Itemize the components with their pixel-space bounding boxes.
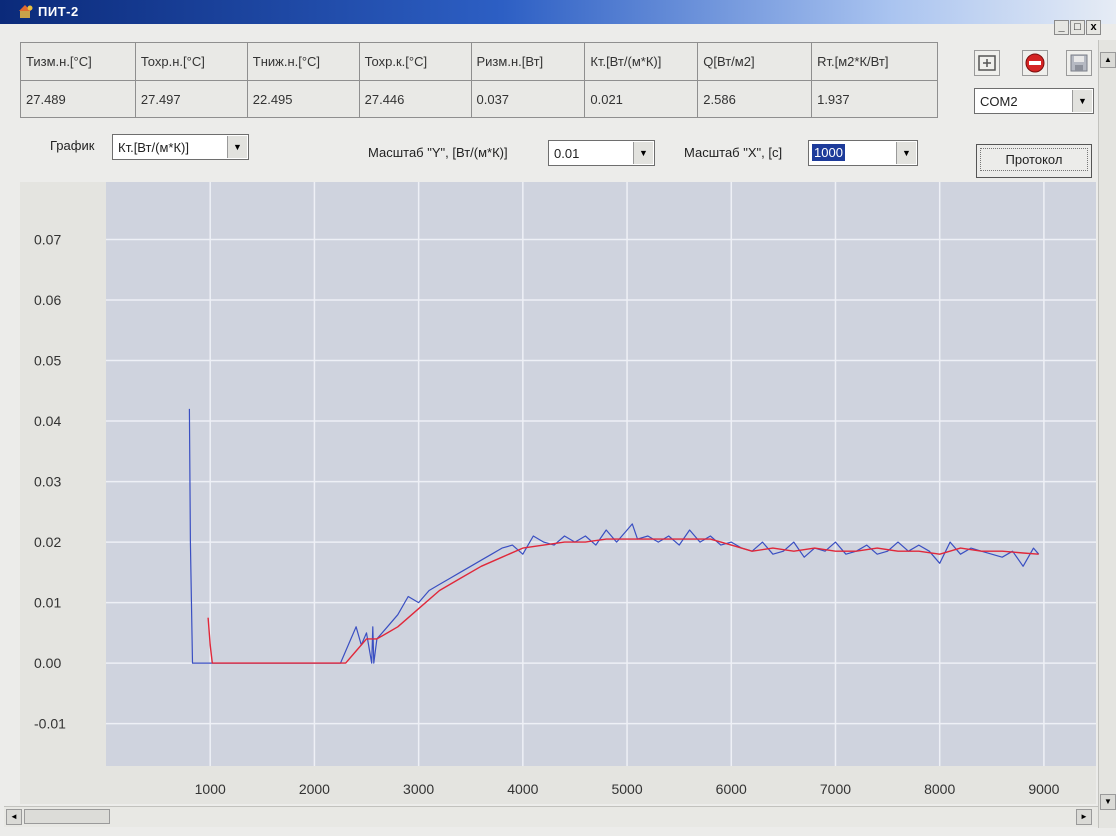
close-button[interactable]: x — [1086, 20, 1101, 35]
value-cell: 27.489 — [20, 80, 136, 118]
x-tick-label: 5000 — [611, 781, 642, 797]
scroll-right-arrow-icon[interactable]: ► — [1076, 809, 1092, 825]
header-cell: Тохр.н.[°С] — [134, 42, 248, 81]
chevron-down-icon[interactable]: ▼ — [227, 136, 247, 158]
x-tick-label: 6000 — [716, 781, 747, 797]
save-button[interactable] — [1066, 50, 1092, 76]
save-icon — [1070, 54, 1088, 72]
x-tick-label: 9000 — [1028, 781, 1059, 797]
scale-x-select[interactable]: 1000 ▼ — [808, 140, 918, 166]
scale-y-select[interactable]: 0.01 ▼ — [548, 140, 655, 166]
x-tick-label: 2000 — [299, 781, 330, 797]
scale-y-value: 0.01 — [554, 146, 580, 161]
port-select[interactable]: COM2 ▼ — [974, 88, 1094, 114]
chevron-down-icon[interactable]: ▼ — [896, 142, 916, 164]
scale-y-label: Масштаб "Y", [Вт/(м*К)] — [368, 145, 508, 160]
window-title: ПИТ-2 — [38, 4, 79, 19]
scale-x-value: 1000 — [812, 144, 845, 161]
protocol-button-label: Протокол — [980, 148, 1088, 171]
chevron-down-icon[interactable]: ▼ — [633, 142, 653, 164]
connect-button[interactable] — [974, 50, 1000, 76]
y-tick-label: 0.04 — [34, 413, 61, 429]
header-cell: Тизм.н.[°С] — [20, 42, 136, 81]
x-tick-label: 8000 — [924, 781, 955, 797]
scroll-up-arrow-icon[interactable]: ▲ — [1100, 52, 1116, 68]
chevron-down-icon[interactable]: ▼ — [1072, 90, 1092, 112]
graph-select[interactable]: Кт.[Вт/(м*К)] ▼ — [112, 134, 249, 160]
value-cell: 0.021 — [584, 80, 699, 118]
header-cell: Ризм.н.[Вт] — [470, 42, 586, 81]
header-cell: Кт.[Вт/(м*К)] — [584, 42, 699, 81]
value-cell: 27.497 — [134, 80, 248, 118]
value-cell: 27.446 — [358, 80, 472, 118]
readings-header-row: Тизм.н.[°С] Тохр.н.[°С] Тниж.н.[°С] Тохр… — [20, 42, 938, 81]
stop-icon — [1025, 53, 1045, 73]
y-tick-label: 0.06 — [34, 292, 61, 308]
x-tick-label: 7000 — [820, 781, 851, 797]
y-tick-label: 0.07 — [34, 231, 61, 247]
vertical-scrollbar[interactable]: ▲ ▼ — [1098, 40, 1116, 828]
scale-x-label: Масштаб "X", [c] — [684, 145, 783, 160]
app-icon — [19, 5, 33, 18]
scroll-thumb[interactable] — [24, 809, 110, 824]
x-tick-label: 4000 — [507, 781, 538, 797]
kt-chart: -0.01 0.00 0.01 0.02 0.03 0.04 0.05 0.06 0.07 100… — [20, 182, 1096, 804]
y-tick-label: 0.03 — [34, 474, 61, 490]
header-cell: Тниж.н.[°С] — [246, 42, 360, 81]
value-cell: 22.495 — [246, 80, 360, 118]
connect-icon — [978, 55, 996, 71]
title-bar: ПИТ-2 — [0, 0, 1116, 24]
maximize-button[interactable]: □ — [1070, 20, 1085, 35]
x-tick-label: 3000 — [403, 781, 434, 797]
y-tick-label: -0.01 — [34, 716, 66, 732]
x-tick-label: 1000 — [195, 781, 226, 797]
value-cell: 2.586 — [697, 80, 813, 118]
header-cell: Q[Вт/м2] — [697, 42, 813, 81]
port-value: COM2 — [980, 94, 1018, 109]
minimize-button[interactable]: _ — [1054, 20, 1069, 35]
value-cell: 0.037 — [470, 80, 586, 118]
scroll-left-arrow-icon[interactable]: ◄ — [6, 809, 22, 825]
value-cell: 1.937 — [811, 80, 938, 118]
graph-label: График — [50, 138, 95, 153]
horizontal-scrollbar[interactable]: ◄ ► — [4, 806, 1098, 827]
smoothed-series-line — [207, 538, 1039, 664]
y-tick-label: 0.05 — [34, 353, 61, 369]
y-tick-label: 0.01 — [34, 595, 61, 611]
readings-value-row: 27.489 27.497 22.495 27.446 0.037 0.021 … — [20, 80, 938, 118]
header-cell: Тохр.к.[°С] — [358, 42, 472, 81]
readings-table: Тизм.н.[°С] Тохр.н.[°С] Тниж.н.[°С] Тохр… — [20, 42, 938, 118]
y-tick-label: 0.00 — [34, 655, 61, 671]
header-cell: Rт.[м2*К/Вт] — [811, 42, 938, 81]
protocol-button[interactable]: Протокол — [976, 144, 1092, 178]
graph-value: Кт.[Вт/(м*К)] — [118, 140, 189, 155]
stop-button[interactable] — [1022, 50, 1048, 76]
plot-area — [106, 182, 1096, 766]
scroll-down-arrow-icon[interactable]: ▼ — [1100, 794, 1116, 810]
y-tick-label: 0.02 — [34, 534, 61, 550]
